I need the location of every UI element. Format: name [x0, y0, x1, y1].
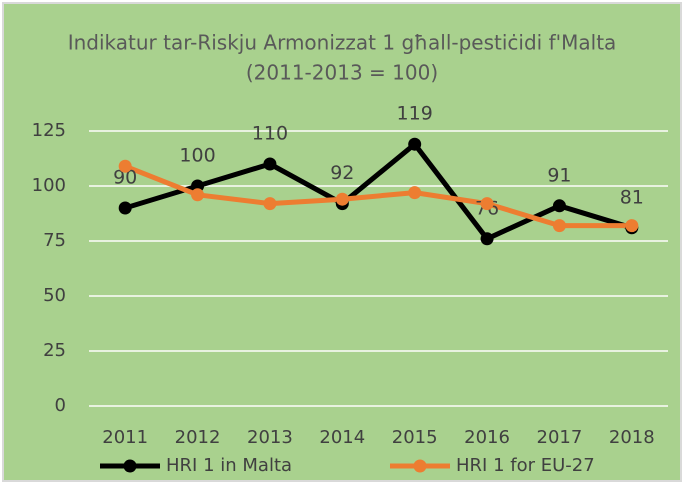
data-label: 119 — [397, 103, 433, 125]
data-label: 92 — [330, 162, 354, 184]
data-point — [408, 186, 422, 200]
x-tick-label: 2018 — [609, 427, 655, 448]
data-point — [625, 219, 639, 233]
y-tick-label: 125 — [32, 120, 66, 141]
x-tick-label: 2013 — [247, 427, 293, 448]
data-point — [118, 201, 132, 215]
y-tick-label: 75 — [43, 230, 66, 251]
chart-title: Indikatur tar-Riskju Armonizzat 1 għall-… — [68, 31, 617, 55]
data-point — [408, 137, 422, 151]
y-tick-label: 50 — [43, 285, 66, 306]
data-point — [263, 197, 277, 211]
series-line — [124, 163, 632, 229]
chart-subtitle: (2011-2013 = 100) — [246, 61, 438, 85]
x-tick-label: 2012 — [175, 427, 221, 448]
data-label: 91 — [547, 164, 571, 186]
data-point — [480, 197, 494, 211]
x-tick-label: 2015 — [392, 427, 438, 448]
data-point — [191, 188, 205, 202]
x-tick-label: 2017 — [537, 427, 583, 448]
x-tick-label: 2014 — [319, 427, 365, 448]
x-tick-label: 2011 — [102, 427, 148, 448]
series-line — [124, 141, 633, 242]
data-point — [552, 219, 566, 233]
legend-label: HRI 1 in Malta — [166, 455, 292, 476]
x-tick-label: 2016 — [464, 427, 510, 448]
data-label: 110 — [252, 123, 288, 145]
data-point — [552, 199, 566, 213]
y-tick-label: 0 — [55, 395, 66, 416]
data-label: 90 — [113, 167, 137, 189]
y-tick-label: 100 — [32, 175, 66, 196]
data-label: 81 — [620, 186, 644, 208]
legend-label: HRI 1 for EU-27 — [456, 455, 595, 476]
data-point — [335, 192, 349, 206]
legend-marker — [413, 459, 427, 473]
data-point — [118, 159, 132, 173]
legend-marker — [123, 459, 137, 473]
data-point — [263, 157, 277, 171]
y-tick-label: 25 — [43, 340, 66, 361]
data-label: 100 — [179, 145, 215, 167]
data-point — [480, 232, 494, 246]
